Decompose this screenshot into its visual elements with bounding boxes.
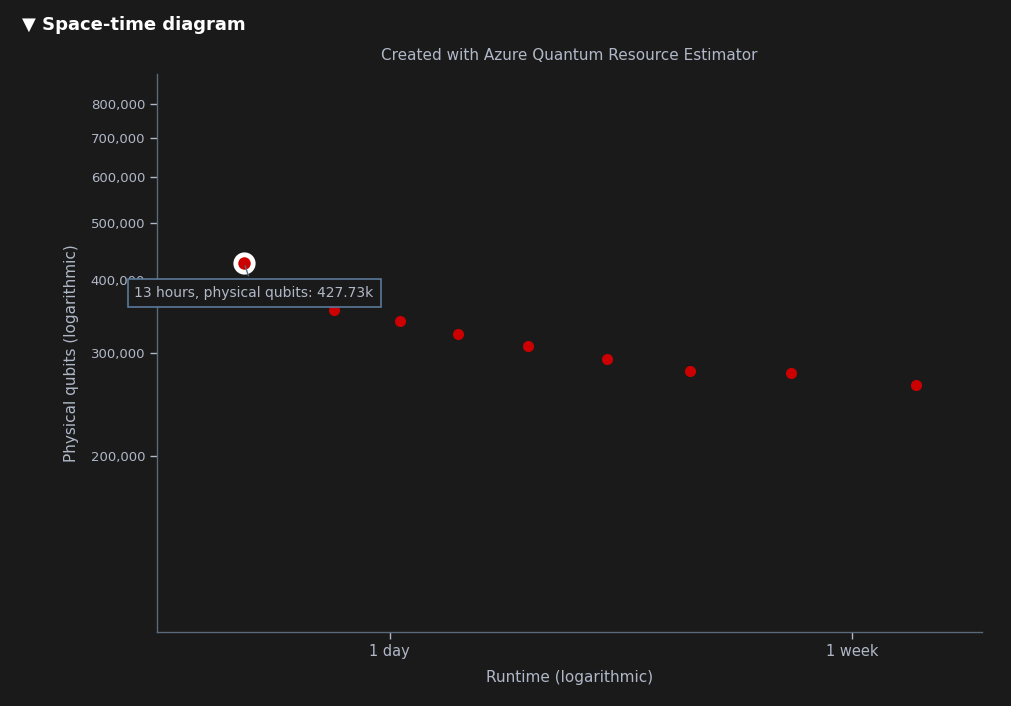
Y-axis label: Physical qubits (logarithmic): Physical qubits (logarithmic)	[65, 244, 80, 462]
X-axis label: Runtime (logarithmic): Runtime (logarithmic)	[485, 670, 652, 685]
Text: ▼ Space-time diagram: ▼ Space-time diagram	[22, 16, 246, 34]
Title: Created with Azure Quantum Resource Estimator: Created with Azure Quantum Resource Esti…	[380, 48, 757, 64]
Text: 13 hours, physical qubits: 427.73k: 13 hours, physical qubits: 427.73k	[134, 265, 373, 300]
